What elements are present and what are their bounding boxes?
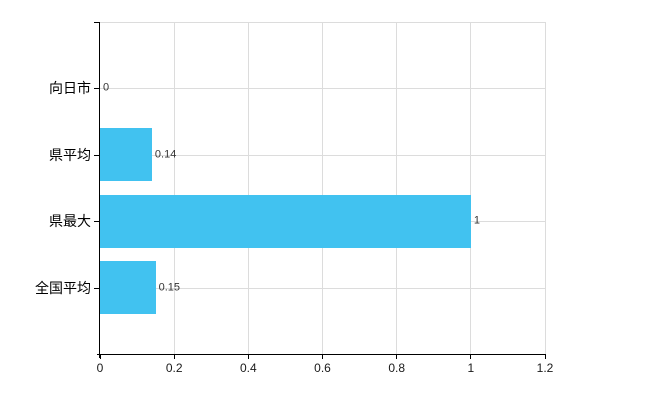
y-tick	[94, 22, 100, 23]
gridline-x-0.8	[396, 22, 398, 354]
category-label-県平均: 県平均	[49, 146, 91, 163]
bar-県最大	[100, 194, 471, 248]
x-tick	[247, 354, 249, 359]
value-label: 0.14	[154, 148, 177, 161]
category-label-向日市: 向日市	[49, 80, 91, 97]
gridline-x-0.4	[247, 22, 249, 354]
x-tick	[322, 354, 323, 359]
value-label: 0	[103, 81, 110, 94]
gridline-x-1	[470, 22, 472, 354]
gridline-row	[100, 88, 545, 90]
gridline-x-0.6	[322, 22, 323, 354]
category-label-県最大: 県最大	[49, 213, 91, 230]
gridline-row	[100, 287, 545, 289]
gridline-x-0.2	[173, 22, 175, 354]
gridline-x-1.2	[544, 22, 546, 354]
value-label: 1	[473, 214, 480, 227]
y-axis-line	[99, 22, 100, 358]
plot-area: 0 0.14 1 0.15	[100, 22, 546, 354]
x-tick	[544, 354, 546, 359]
x-tick	[396, 354, 398, 359]
x-tick-label: 0	[96, 361, 104, 375]
y-tick	[94, 154, 100, 156]
category-label-全国平均: 全国平均	[35, 279, 91, 296]
y-tick	[94, 221, 100, 223]
bar-県平均	[100, 128, 152, 182]
x-tick-label: 0.8	[388, 361, 405, 375]
x-tick-label: 1	[467, 361, 475, 375]
y-tick	[94, 88, 100, 90]
gridline-row	[100, 154, 545, 156]
x-tick-label: 0.2	[165, 361, 183, 375]
x-tick	[470, 354, 472, 359]
x-tick	[99, 354, 101, 359]
x-tick-label: 0.6	[314, 361, 331, 375]
x-tick-label: 1.2	[536, 361, 554, 375]
x-tick-label: 0.4	[239, 361, 257, 375]
value-label: 0.15	[158, 281, 181, 294]
x-tick	[173, 354, 175, 359]
bar-全国平均	[100, 261, 156, 315]
x-axis-line	[97, 354, 545, 355]
y-tick	[94, 287, 100, 289]
